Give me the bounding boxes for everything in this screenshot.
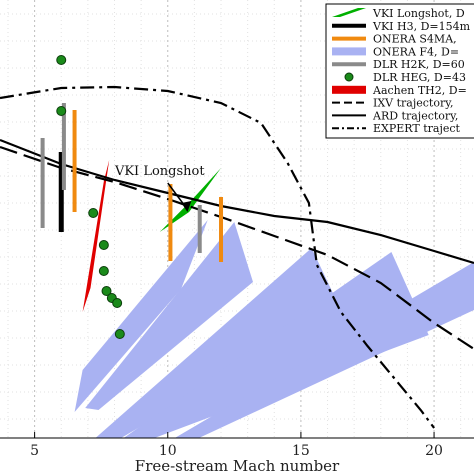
legend-swatch-dlr-heg-d-43 xyxy=(344,72,354,82)
legend-label-onera-s4ma: ONERA S4MA, xyxy=(373,33,457,46)
annotation-layer: VKI Longshot xyxy=(114,164,205,212)
point-layer xyxy=(56,55,125,339)
ixv-trajectory-line xyxy=(0,145,474,350)
trajectory-layer xyxy=(0,85,474,429)
legend-label-vki-longshot-d: VKI Longshot, D xyxy=(372,7,465,20)
dlr-heg-point xyxy=(88,208,99,218)
facility-segment-layer xyxy=(40,103,224,262)
x-tick-label: 10 xyxy=(159,443,177,459)
legend-swatch-onera-f4-d xyxy=(332,47,366,56)
dlr-heg-point xyxy=(56,106,67,116)
onera-f4-region xyxy=(85,222,253,410)
dlr-heg-point xyxy=(98,240,109,250)
legend-label-dlr-h2k-d-60: DLR H2K, D=60 xyxy=(373,58,465,71)
legend-label-dlr-heg-d-43: DLR HEG, D=43 xyxy=(373,71,466,84)
dlr-heg-point xyxy=(101,286,112,296)
onera-f4-region xyxy=(74,220,208,412)
dlr-heg-point xyxy=(56,55,67,65)
onera-f4-region xyxy=(174,262,474,438)
legend-label-ard-trajectory: ARD trajectory, xyxy=(372,109,458,122)
x-tick-label: 5 xyxy=(30,443,39,459)
annotation-label: VKI Longshot xyxy=(114,164,205,179)
x-ticks: 5 10 15 20 xyxy=(30,432,443,459)
legend-label-onera-f4-d: ONERA F4, D= xyxy=(373,45,459,58)
dlr-heg-point xyxy=(114,329,125,339)
x-tick-label: 15 xyxy=(292,443,310,459)
legend-swatch-aachen-th2-d xyxy=(332,85,366,94)
legend-label-vki-h3-d-154m: VKI H3, D=154m xyxy=(372,20,471,33)
legend-label-expert-traject: EXPERT traject xyxy=(373,122,461,135)
legend-label-aachen-th2-d: Aachen TH2, D= xyxy=(372,84,467,97)
x-axis-label: Free-stream Mach number xyxy=(135,457,340,474)
aachen-th2-region xyxy=(82,160,110,312)
annotation-arrowhead xyxy=(181,201,192,212)
dlr-heg-point xyxy=(98,266,109,276)
dlr-heg-point xyxy=(112,298,123,308)
onera-f4-region xyxy=(123,252,429,438)
onera-f4-region xyxy=(95,248,341,438)
region-layer xyxy=(74,160,474,438)
ard-trajectory-line xyxy=(0,138,474,265)
x-tick-label: 20 xyxy=(425,443,443,459)
legend-label-ixv-trajectory: IXV trajectory, xyxy=(373,97,454,110)
legend-swatch-vki-longshot-d xyxy=(332,8,366,17)
